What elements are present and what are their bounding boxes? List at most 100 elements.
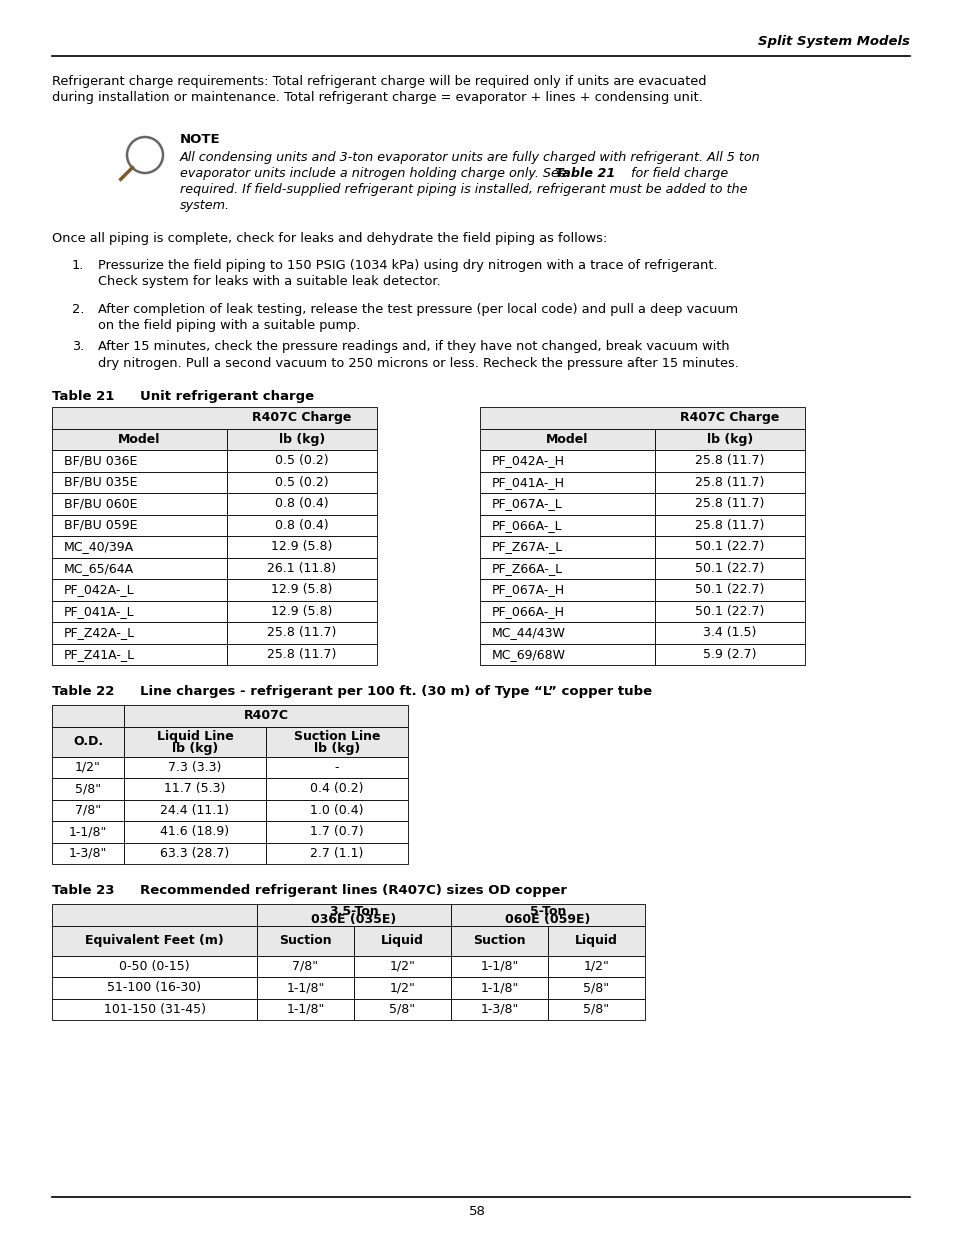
Bar	[479, 472, 655, 493]
Text: 7/8": 7/8"	[75, 804, 101, 816]
Bar	[266, 842, 408, 864]
Text: 0.8 (0.4): 0.8 (0.4)	[274, 519, 329, 532]
Text: 1/2": 1/2"	[583, 960, 609, 973]
Text: 11.7 (5.3): 11.7 (5.3)	[164, 782, 226, 795]
Text: 1-1/8": 1-1/8"	[286, 1003, 324, 1015]
Text: 25.8 (11.7): 25.8 (11.7)	[695, 498, 764, 510]
Bar	[547, 956, 644, 977]
Text: 5/8": 5/8"	[389, 1003, 416, 1015]
Text: 5/8": 5/8"	[583, 1003, 609, 1015]
Text: MC_69/68W: MC_69/68W	[492, 647, 565, 661]
Text: 1-3/8": 1-3/8"	[479, 1003, 518, 1015]
Text: 0-50 (0-15): 0-50 (0-15)	[119, 960, 190, 973]
Text: PF_067A-_H: PF_067A-_H	[492, 583, 564, 597]
Bar	[266, 799, 408, 821]
Text: NOTE: NOTE	[180, 133, 220, 146]
Bar	[266, 821, 408, 842]
Text: PF_066A-_H: PF_066A-_H	[492, 605, 564, 618]
Text: Table 21: Table 21	[555, 167, 615, 180]
Text: 7/8": 7/8"	[293, 960, 318, 973]
Text: 2.7 (1.1): 2.7 (1.1)	[310, 847, 363, 860]
Bar	[547, 977, 644, 999]
Text: 12.9 (5.8): 12.9 (5.8)	[271, 605, 333, 618]
Text: All condensing units and 3-ton evaporator units are fully charged with refrigera: All condensing units and 3-ton evaporato…	[180, 151, 760, 164]
Text: 101-150 (31-45): 101-150 (31-45)	[103, 1003, 205, 1015]
Text: Pressurize the field piping to 150 PSIG (1034 kPa) using dry nitrogen with a tra: Pressurize the field piping to 150 PSIG …	[98, 259, 717, 272]
Text: PF_Z67A-_L: PF_Z67A-_L	[492, 540, 562, 553]
Bar	[266, 726, 408, 757]
Text: PF_Z42A-_L: PF_Z42A-_L	[64, 626, 135, 640]
Bar	[256, 925, 354, 956]
Bar	[655, 429, 804, 450]
Bar	[655, 600, 804, 622]
Text: on the field piping with a suitable pump.: on the field piping with a suitable pump…	[98, 320, 360, 332]
Bar	[547, 999, 644, 1020]
Text: 50.1 (22.7): 50.1 (22.7)	[695, 562, 764, 574]
Bar	[124, 726, 266, 757]
Text: 7.3 (3.3): 7.3 (3.3)	[168, 761, 221, 774]
Bar	[227, 450, 376, 472]
Text: MC_40/39A: MC_40/39A	[64, 540, 134, 553]
Text: 3.4 (1.5): 3.4 (1.5)	[702, 626, 756, 640]
Bar	[52, 536, 227, 557]
Bar	[52, 904, 256, 925]
Bar	[479, 643, 655, 664]
Bar	[479, 622, 655, 643]
Bar	[52, 726, 124, 757]
Text: 2.: 2.	[71, 303, 84, 316]
Bar	[227, 557, 376, 579]
Bar	[547, 925, 644, 956]
Text: Unit refrigerant charge: Unit refrigerant charge	[140, 390, 314, 403]
Text: Recommended refrigerant lines (R407C) sizes OD copper: Recommended refrigerant lines (R407C) si…	[140, 884, 566, 897]
Bar	[227, 493, 376, 515]
Bar	[52, 515, 227, 536]
Text: 58: 58	[468, 1205, 485, 1218]
Text: 0.8 (0.4): 0.8 (0.4)	[274, 498, 329, 510]
Text: 12.9 (5.8): 12.9 (5.8)	[271, 540, 333, 553]
Bar	[479, 408, 804, 429]
Bar	[227, 472, 376, 493]
Text: MC_65/64A: MC_65/64A	[64, 562, 134, 574]
Text: MC_44/43W: MC_44/43W	[492, 626, 565, 640]
Bar	[266, 757, 408, 778]
Bar	[256, 999, 354, 1020]
Text: Model: Model	[118, 432, 160, 446]
Text: 060E (059E): 060E (059E)	[505, 913, 590, 926]
Text: 0.5 (0.2): 0.5 (0.2)	[274, 475, 329, 489]
Text: 5-Ton: 5-Ton	[529, 904, 565, 918]
Text: 12.9 (5.8): 12.9 (5.8)	[271, 583, 333, 597]
Text: Check system for leaks with a suitable leak detector.: Check system for leaks with a suitable l…	[98, 275, 440, 289]
Bar	[655, 643, 804, 664]
Text: BF/BU 036E: BF/BU 036E	[64, 454, 137, 467]
Bar	[354, 925, 451, 956]
Text: 25.8 (11.7): 25.8 (11.7)	[695, 454, 764, 467]
Text: Model: Model	[546, 432, 588, 446]
Text: 1/2": 1/2"	[389, 982, 415, 994]
Text: Table 23: Table 23	[52, 884, 114, 897]
Text: 50.1 (22.7): 50.1 (22.7)	[695, 605, 764, 618]
Bar	[52, 450, 227, 472]
Text: 1-3/8": 1-3/8"	[69, 847, 107, 860]
Bar	[227, 515, 376, 536]
Bar	[479, 536, 655, 557]
Text: 1.7 (0.7): 1.7 (0.7)	[310, 825, 363, 839]
Text: Suction: Suction	[473, 934, 525, 947]
Text: R407C Charge: R407C Charge	[679, 411, 779, 425]
Text: Liquid Line: Liquid Line	[156, 730, 233, 742]
Text: Suction Line: Suction Line	[294, 730, 380, 742]
Bar	[655, 557, 804, 579]
Bar	[227, 622, 376, 643]
Text: Suction: Suction	[279, 934, 332, 947]
Text: 3.5-Ton: 3.5-Ton	[329, 904, 378, 918]
Text: Equivalent Feet (m): Equivalent Feet (m)	[85, 934, 224, 947]
Bar	[655, 536, 804, 557]
Bar	[52, 622, 227, 643]
Bar	[124, 799, 266, 821]
Bar	[52, 821, 124, 842]
Bar	[256, 904, 451, 925]
Text: PF_042A-_L: PF_042A-_L	[64, 583, 134, 597]
Text: 1-1/8": 1-1/8"	[479, 960, 518, 973]
Text: dry nitrogen. Pull a second vacuum to 250 microns or less. Recheck the pressure : dry nitrogen. Pull a second vacuum to 25…	[98, 357, 739, 369]
Bar	[52, 799, 124, 821]
Text: 24.4 (11.1): 24.4 (11.1)	[160, 804, 230, 816]
